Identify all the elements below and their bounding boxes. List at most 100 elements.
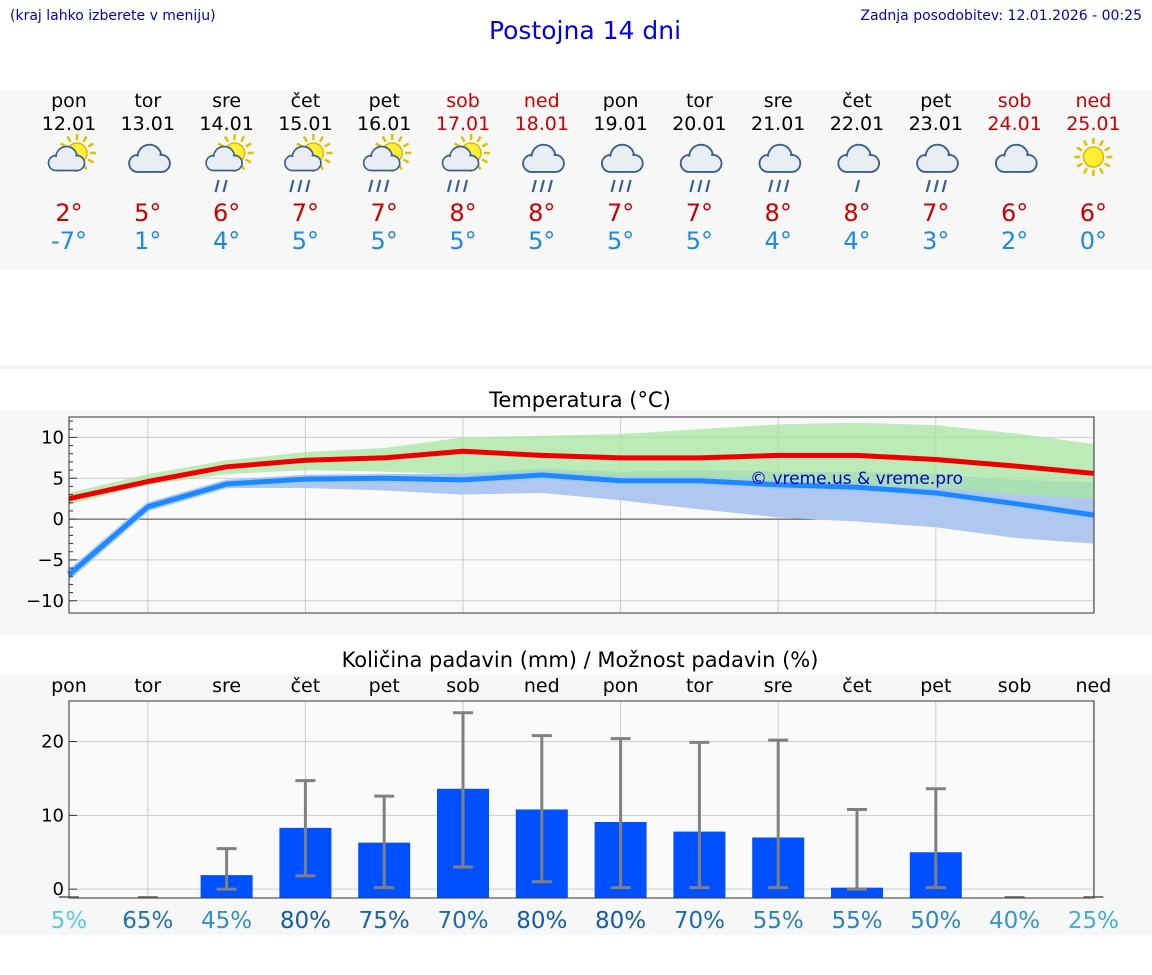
day-label: pon (603, 675, 639, 697)
precipitation-chance: 80% (516, 908, 567, 934)
cloud-fill (139, 146, 160, 167)
sun-ray (1104, 146, 1111, 152)
precipitation-chance: 55% (753, 908, 804, 934)
day-name: čet (842, 90, 872, 112)
precipitation-chance: 75% (359, 908, 410, 934)
cloud-shape (679, 143, 723, 173)
sun-ray (245, 158, 252, 164)
cloud-rain-icon (600, 143, 644, 193)
min-temp: -7° (51, 227, 87, 255)
y-tick-label: 0 (53, 509, 64, 530)
day-label: čet (291, 675, 321, 697)
rain-drop (305, 179, 311, 193)
sun-icon (1074, 138, 1113, 176)
max-temp: 8° (765, 199, 792, 227)
precipitation-chance: 70% (437, 908, 488, 934)
max-temp: 7° (292, 199, 319, 227)
day-label: sre (764, 675, 793, 697)
cloud-shape (362, 145, 401, 172)
min-temp: 5° (686, 227, 713, 255)
rain-drop (925, 179, 931, 193)
max-temp: 8° (843, 199, 870, 227)
sun-ray (224, 135, 230, 143)
precipitation-chance: 70% (674, 908, 725, 934)
rain-drop (446, 179, 453, 193)
temperature-chart: 10 5 0 −5 −10 © vreme.us & vreme.pro (26, 416, 1095, 614)
cloud-fill (228, 157, 241, 169)
sun-cloud-rain-icon (284, 134, 333, 193)
min-temperature-band (69, 468, 1094, 581)
sun-ray (318, 135, 324, 143)
rain-shape (925, 179, 947, 193)
day-name: sre (764, 90, 793, 112)
cloud-fill (465, 157, 477, 169)
day-date: 13.01 (121, 113, 175, 135)
cloud-fill (997, 156, 1012, 171)
cloud-rain-icon (758, 143, 802, 193)
day-label: sre (212, 675, 241, 697)
rain-shape (289, 179, 311, 193)
cloud-shape (284, 145, 322, 172)
cloud-fill (848, 146, 869, 167)
day-name: ned (1076, 90, 1112, 112)
sun-ray (381, 135, 387, 143)
rain-shape (531, 179, 553, 193)
location-hint: (kraj lahko izberete v meniju) (10, 8, 216, 24)
sun-ray (460, 135, 466, 143)
precipitation-chart-title: Količina padavin (mm) / Možnost padavin … (341, 648, 819, 672)
sun-ray (1076, 146, 1083, 152)
sun-ray (481, 158, 489, 164)
min-temp: 2° (1001, 227, 1028, 255)
cloud-fill (690, 146, 712, 167)
cloud-fill (548, 156, 563, 171)
day-label: tor (134, 675, 161, 697)
cloud-shape (758, 143, 802, 173)
precipitation-chance: 55% (831, 908, 882, 934)
rain-drop (531, 179, 537, 193)
day-date: 21.01 (751, 113, 805, 135)
day-label: sob (998, 675, 1032, 697)
y-tick-label: 10 (41, 805, 64, 826)
min-temp: 4° (213, 227, 240, 255)
separator (0, 365, 1152, 369)
cloud-fill (927, 146, 948, 167)
day-label: tor (686, 675, 713, 697)
min-temp: 5° (607, 227, 634, 255)
cloud-fill (840, 156, 854, 171)
plot-frame (68, 416, 1095, 614)
cloud-fill (942, 156, 957, 171)
precipitation-chance: 25% (1068, 908, 1119, 934)
day-name: pet (369, 90, 400, 112)
day-date: 24.01 (987, 113, 1041, 135)
rain-drop (697, 179, 703, 193)
precipitation-bar (831, 887, 883, 898)
cloud-fill (386, 157, 399, 169)
sun-ray (1082, 167, 1088, 175)
rain-drop (705, 179, 711, 193)
sun-ray (1098, 167, 1104, 175)
cloud-fill (451, 148, 470, 166)
cloud-fill (130, 156, 145, 171)
cloud-fill (444, 157, 456, 169)
cloud-shape (128, 143, 171, 173)
day-date: 12.01 (42, 113, 96, 135)
cloud-shape (47, 145, 86, 172)
last-update: Zadnja posodobitev: 12.01.2026 - 00:25 (860, 8, 1142, 24)
min-temp: 5° (528, 227, 555, 255)
day-name: čet (291, 90, 321, 112)
max-temp: 2° (55, 199, 82, 227)
sun-ray (87, 158, 95, 164)
rain-drop (610, 179, 616, 193)
cloud-shape (522, 143, 565, 173)
rain-drop (547, 179, 553, 193)
day-name: pon (51, 90, 87, 112)
page-title: Postojna 14 dni (488, 16, 682, 45)
rain-drop (854, 179, 861, 193)
sun-shape (1074, 138, 1113, 176)
rain-drop (933, 179, 939, 193)
day-date: 17.01 (436, 113, 490, 135)
cloud-rain-icon (916, 143, 959, 193)
rain-drop (368, 179, 374, 193)
rain-shape (368, 179, 390, 193)
cloud-icon (128, 143, 171, 173)
